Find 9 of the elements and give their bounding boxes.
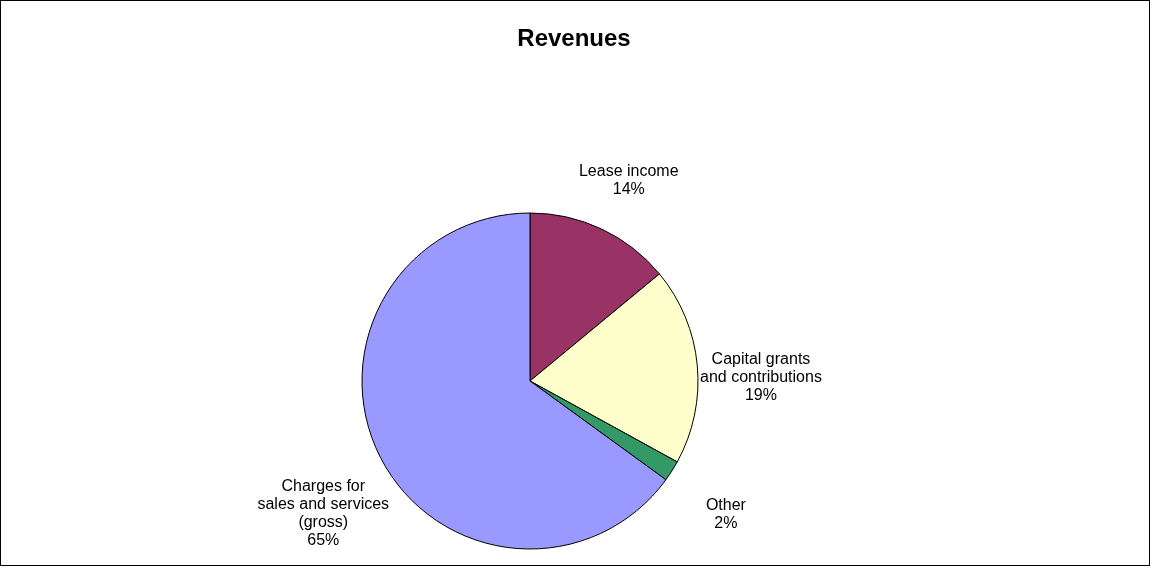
data-label: 65% — [307, 531, 340, 549]
data-label: 14% — [612, 180, 645, 198]
slice-label: Charges for sales and services (gross) — [257, 477, 390, 531]
data-label: 2% — [714, 514, 738, 532]
data-label: 19% — [744, 386, 777, 404]
slice-label: Lease income — [578, 162, 679, 180]
slice-label: Capital grants and contributions — [700, 350, 822, 386]
slice-label: Other — [705, 496, 747, 514]
chart-title: Revenues — [517, 24, 631, 51]
